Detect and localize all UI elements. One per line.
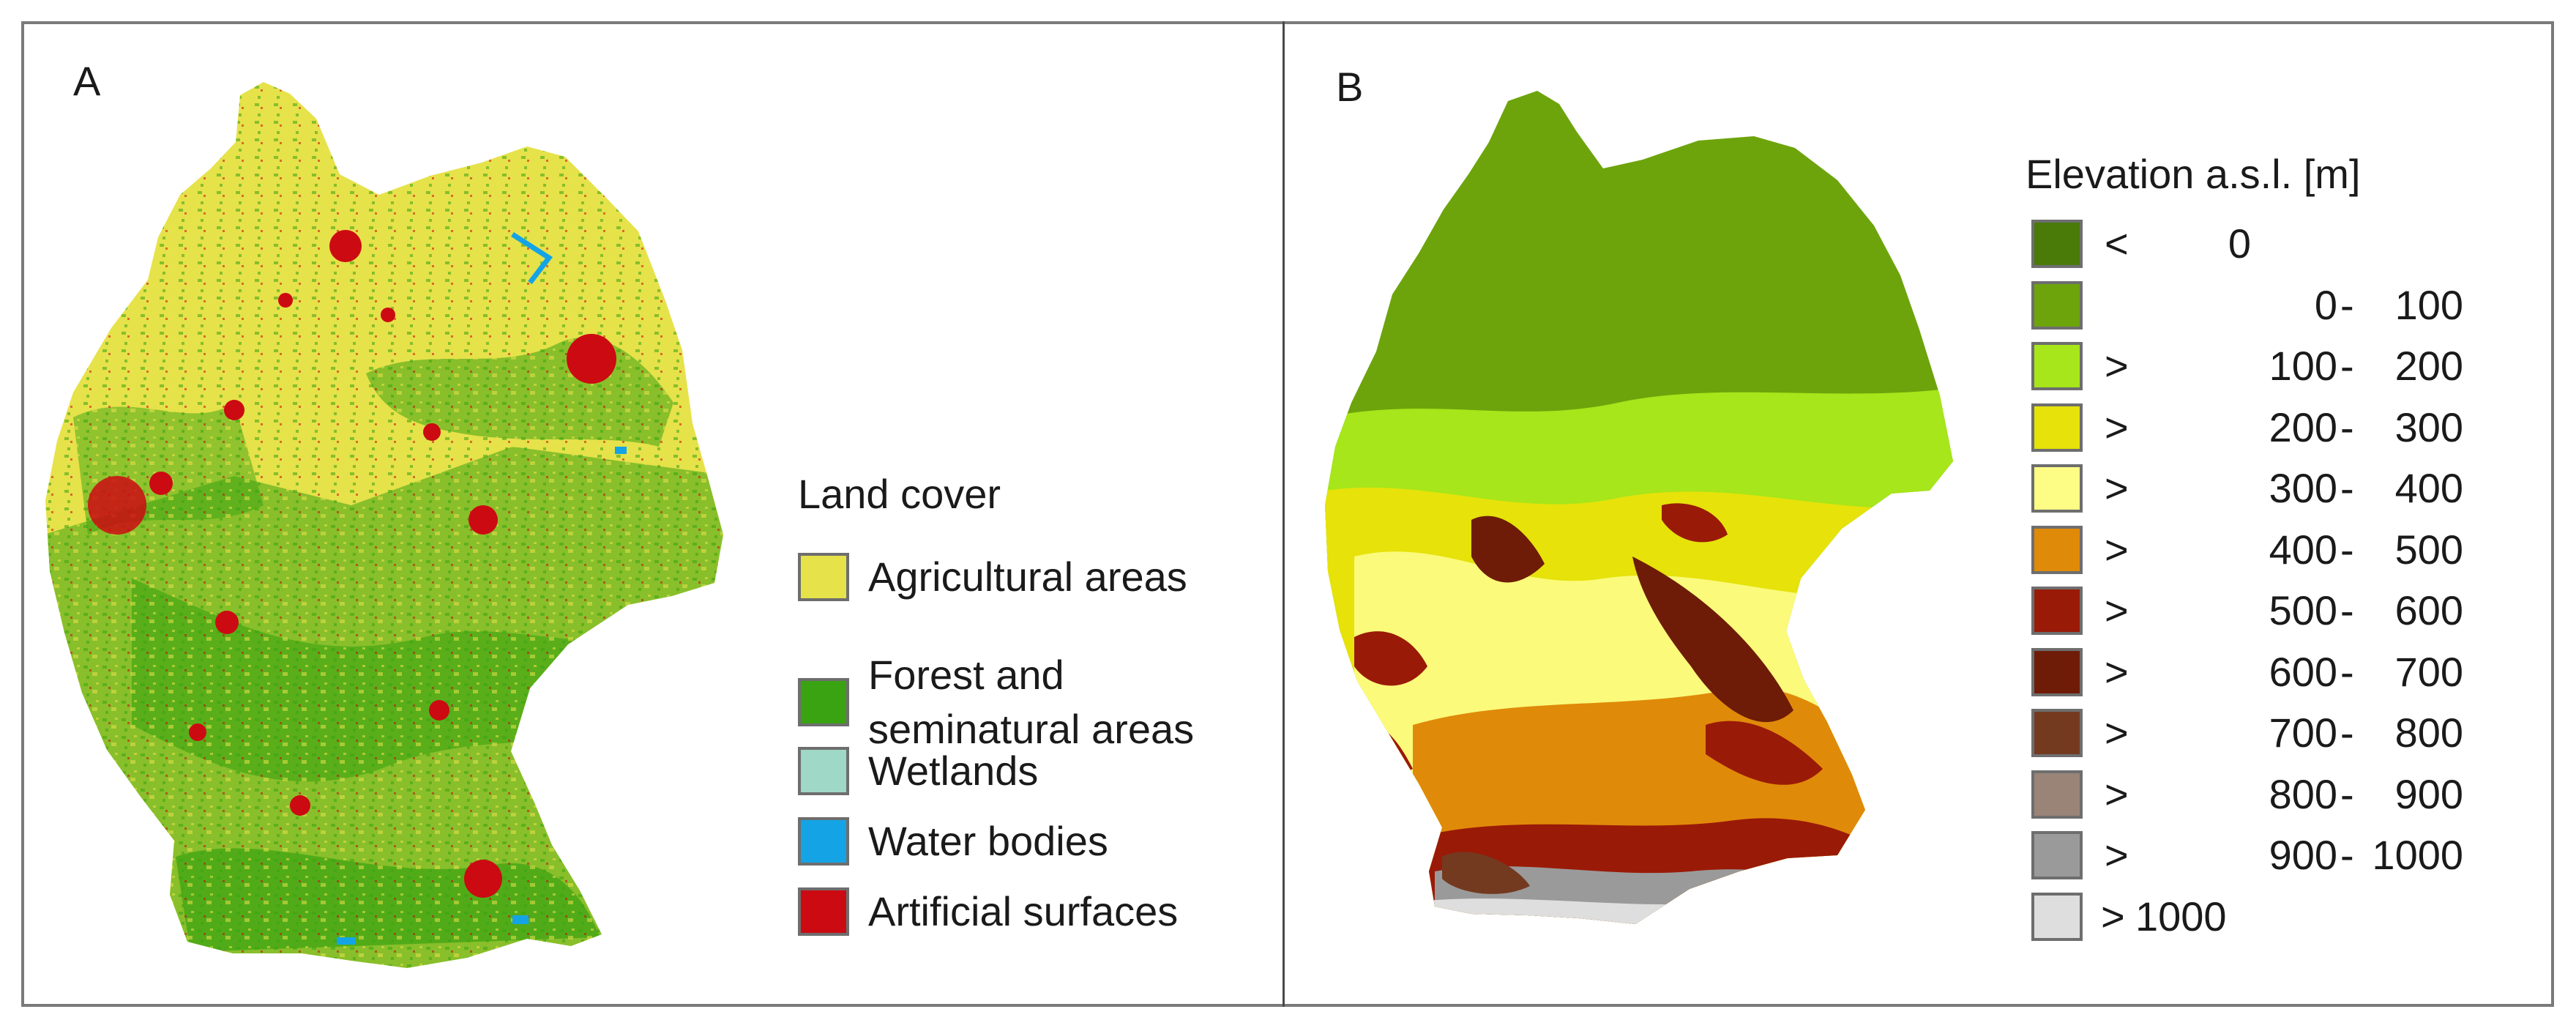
legend-swatch (2031, 220, 2083, 268)
legend-to-text: 300 (2394, 404, 2463, 450)
legend-from-text: 300 (2269, 465, 2337, 511)
legend-from-text: 500 (2269, 587, 2337, 633)
legend-swatch (2031, 648, 2083, 696)
land-cover-map (45, 82, 723, 968)
legend-swatch (798, 747, 849, 795)
legend-op-text: > (2105, 710, 2129, 756)
legend-swatch (2031, 893, 2083, 941)
legend-dash-text: - (2340, 404, 2354, 450)
legend-swatch (798, 678, 849, 726)
legend-from-text: 900 (2269, 832, 2337, 878)
elevation-map (1325, 91, 1953, 924)
legend-from-text: 0 (2228, 220, 2251, 267)
legend-item-forest: Forest and seminatural areas (798, 648, 1194, 756)
legend-from-text: 400 (2269, 526, 2337, 573)
legend-to-text: 800 (2394, 710, 2463, 756)
legend-dash-text: - (2340, 343, 2354, 389)
legend-op-text: > (2105, 465, 2129, 511)
legend-swatch (2031, 770, 2083, 819)
legend-from-text: 700 (2269, 710, 2337, 756)
legend-label: Water bodies (868, 818, 1108, 864)
legend-label-line-1: Forest and (868, 652, 1064, 698)
legend-swatch (2031, 587, 2083, 635)
legend-to-text: 500 (2394, 526, 2463, 573)
legend-to-text: 700 (2394, 649, 2463, 695)
legend-label: Wetlands (868, 748, 1039, 794)
legend-op-text: > (2105, 771, 2129, 817)
legend-swatch (2031, 342, 2083, 390)
legend-item-agricultural: Agricultural areas (798, 550, 1187, 604)
legend-dash-text: - (2340, 832, 2354, 878)
legend-op-text: > (2105, 404, 2129, 450)
legend-from-text: 200 (2269, 404, 2337, 450)
legend-item-artificial: Artificial surfaces (798, 885, 1178, 939)
legend-to-text: 100 (2394, 282, 2463, 328)
legend-swatch (798, 887, 849, 936)
legend-dash-text: - (2340, 282, 2354, 328)
legend-to-text: 1000 (2372, 832, 2463, 878)
legend-item-water: Water bodies (798, 814, 1108, 868)
legend-swatch (2031, 526, 2083, 574)
legend-dash-text: - (2340, 587, 2354, 633)
legend-to-text: 600 (2394, 587, 2463, 633)
legend-label-line-2: seminatural areas (868, 706, 1195, 752)
legend-swatch (798, 817, 849, 866)
legend-op-text: > (2105, 832, 2129, 878)
legend-op-text: > (2105, 343, 2129, 389)
legend-label: Forest and seminatural areas (868, 648, 1194, 756)
legend-swatch (2031, 831, 2083, 879)
legend-to-text: 900 (2394, 771, 2463, 817)
panel-divider (1283, 21, 1285, 1007)
legend-op-text: > (2105, 649, 2129, 695)
legend-dash-text: - (2340, 771, 2354, 817)
legend-op-text: > (2101, 893, 2125, 939)
legend-swatch (2031, 403, 2083, 452)
legend-label: Artificial surfaces (868, 888, 1179, 934)
legend-dash-text: - (2340, 710, 2354, 756)
legend-swatch (2031, 281, 2083, 330)
legend-op-text: < (2105, 220, 2129, 267)
legend-swatch (2031, 464, 2083, 513)
legend-label: Agricultural areas (868, 554, 1187, 600)
legend-dash-text: - (2340, 649, 2354, 695)
legend-from-text: 100 (2269, 343, 2337, 389)
legend-from-text: 600 (2269, 649, 2337, 695)
legend-from-text: 1000 (2135, 893, 2227, 939)
legend-swatch (2031, 709, 2083, 757)
legend-to-text: 400 (2394, 465, 2463, 511)
legend-from-text: 0 (2314, 282, 2337, 328)
figure-frame (21, 21, 2554, 1007)
panel-b-label: B (1336, 64, 1364, 110)
legend-swatch (798, 553, 849, 601)
legend-from-text: 800 (2269, 771, 2337, 817)
legend-to-text: 200 (2394, 343, 2463, 389)
legend-op-text: > (2105, 587, 2129, 633)
elevation-legend-title: Elevation a.s.l. [m] (2026, 151, 2361, 197)
land-cover-legend-title: Land cover (798, 471, 1001, 517)
panel-a-label: A (73, 58, 101, 104)
legend-op-text: > (2105, 526, 2129, 573)
legend-dash-text: - (2340, 465, 2354, 511)
legend-item-wetlands: Wetlands (798, 744, 1038, 798)
legend-dash-text: - (2340, 526, 2354, 573)
